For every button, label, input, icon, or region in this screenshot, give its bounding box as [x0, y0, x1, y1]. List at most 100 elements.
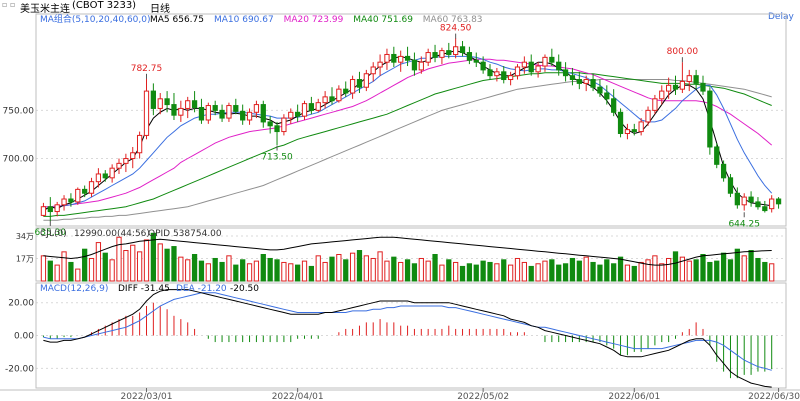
candle — [329, 87, 335, 105]
candle — [439, 47, 445, 65]
candle — [308, 96, 315, 115]
volume-bar — [611, 263, 617, 282]
macd-legend-value: -20.50 — [230, 284, 259, 294]
candle — [253, 100, 260, 119]
volume-bar — [274, 259, 280, 282]
volume-bar — [82, 248, 88, 282]
candle-body — [720, 163, 727, 179]
candle — [556, 54, 562, 76]
candle — [336, 85, 342, 103]
candle — [260, 100, 266, 128]
candle — [212, 100, 218, 116]
price-annotation: 824.50 — [440, 24, 472, 34]
panel-borders — [0, 13, 800, 391]
candle — [700, 75, 706, 95]
volume-bar — [363, 255, 369, 282]
candle-body — [240, 110, 246, 121]
price-annotation: 644.25 — [728, 219, 760, 229]
macd-tick-label: 20.00 — [8, 299, 34, 309]
volume-bar — [631, 265, 637, 282]
candle-body — [693, 75, 699, 84]
volume-bar — [597, 264, 603, 282]
volume-bar — [466, 263, 473, 282]
volume-bar — [672, 251, 679, 282]
candle — [240, 104, 246, 125]
candlestick-panel: 782.75 713.50 824.50 800.00 644.25 635.30 — [35, 24, 782, 238]
volume-bar — [583, 256, 589, 282]
price-annotation: 635.30 — [35, 228, 67, 238]
candle-body — [267, 121, 273, 127]
candle-body — [624, 129, 631, 134]
candle — [301, 100, 308, 120]
volume-bar — [116, 236, 122, 282]
candle — [322, 91, 328, 109]
volume-bar — [473, 264, 479, 282]
candle-body — [439, 50, 445, 58]
candle — [164, 91, 170, 113]
candle — [769, 195, 775, 213]
candle — [404, 46, 411, 67]
volume-bar — [507, 264, 514, 282]
candle-body — [507, 75, 514, 81]
candle-body — [198, 106, 205, 121]
candle-body — [370, 66, 376, 75]
candle — [136, 131, 143, 159]
candle — [755, 197, 761, 210]
dea-line — [43, 292, 772, 371]
candle-body — [707, 90, 713, 148]
candle — [762, 200, 768, 213]
candle — [267, 116, 273, 134]
volume-bar — [301, 260, 308, 282]
candle — [246, 108, 253, 125]
window-buttons[interactable]: ▫ ▫ — [2, 0, 16, 9]
candle-body — [480, 61, 486, 71]
candle-body — [686, 75, 692, 82]
candle — [191, 91, 198, 113]
candle — [425, 48, 431, 67]
candle — [281, 114, 287, 136]
candle-body — [404, 55, 411, 61]
candle-body — [40, 206, 47, 216]
candle-body — [714, 146, 720, 165]
candle — [219, 104, 225, 122]
volume-bar — [398, 261, 404, 282]
candle — [473, 52, 479, 67]
volume-bar — [253, 260, 260, 282]
candle-body — [446, 50, 452, 55]
candle-body — [75, 188, 81, 203]
candle — [88, 177, 95, 198]
volume-bar — [164, 248, 170, 282]
candle-body — [54, 204, 60, 213]
volume-bar — [542, 260, 548, 282]
candle-body — [700, 82, 706, 92]
volume-bar — [418, 257, 424, 282]
candle — [487, 64, 493, 80]
candle-body — [762, 206, 768, 212]
candle-body — [549, 56, 555, 63]
date-tick-label: 2022/03/01 — [121, 392, 173, 401]
candle-body — [473, 59, 479, 63]
candle — [432, 44, 438, 63]
candle-body — [88, 181, 95, 194]
price-annotation: 782.75 — [131, 64, 163, 74]
candle-body — [274, 125, 280, 133]
period-label[interactable]: 日线 — [150, 4, 170, 15]
candle — [528, 54, 534, 76]
candle-body — [61, 198, 67, 206]
candle — [707, 87, 713, 155]
candle-body — [453, 46, 459, 55]
candle-body — [659, 90, 665, 100]
candle — [645, 106, 651, 126]
volume-bar — [617, 256, 624, 282]
candle — [576, 71, 582, 90]
candle-body — [191, 100, 198, 108]
candle — [611, 89, 617, 117]
candle — [185, 96, 191, 119]
instrument-symbol: (CBOT 3233) — [72, 0, 137, 11]
volume-bar — [604, 259, 610, 282]
candle-body — [425, 52, 431, 63]
volume-bar — [205, 263, 211, 282]
volume-bar — [707, 261, 713, 282]
panel-frame-2 — [35, 282, 787, 389]
candle — [363, 69, 369, 92]
